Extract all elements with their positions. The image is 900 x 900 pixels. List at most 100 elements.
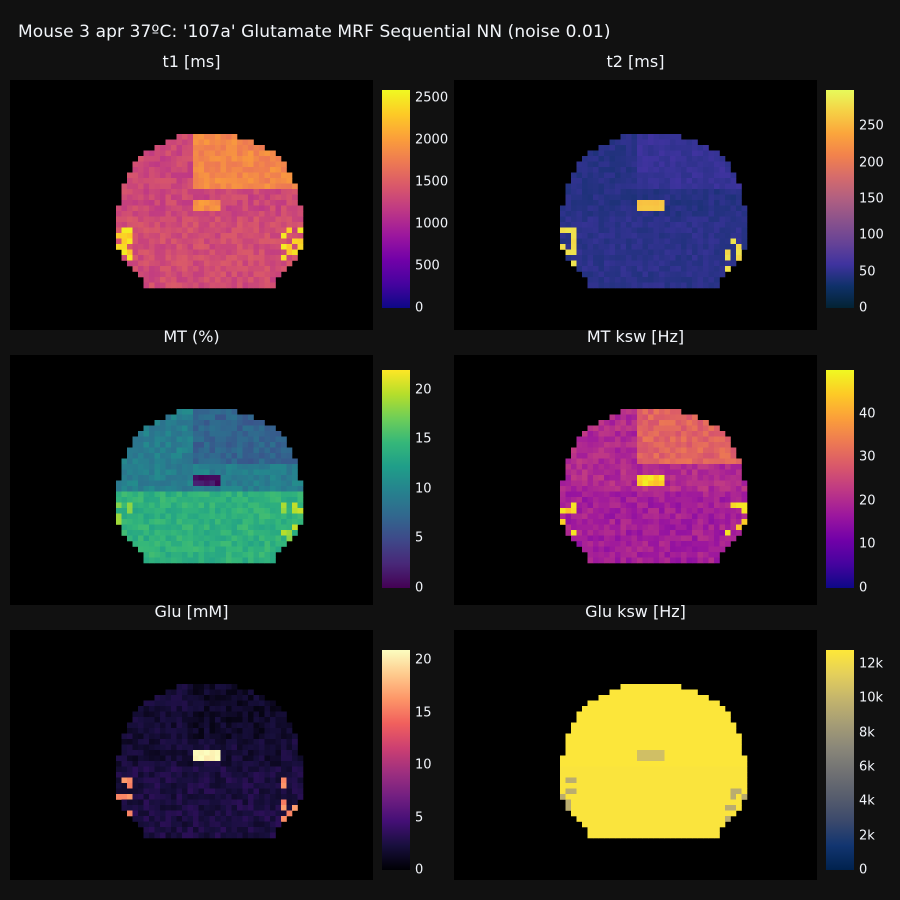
heatmap-cell [264,425,271,432]
heatmap-cell [659,491,665,498]
heatmap-cell [626,156,632,162]
heatmap-cell [604,475,610,481]
heatmap-cell [609,189,616,195]
heatmap-cell [587,486,594,492]
heatmap-cell [609,447,616,454]
heatmap-cell [187,739,194,745]
heatmap-cell [692,794,698,800]
heatmap-cell [187,442,194,448]
heatmap-cell [598,442,605,448]
heatmap-cell [292,238,298,245]
heatmap-cell [593,766,599,773]
heatmap-cell [292,464,298,470]
heatmap-cell [648,414,654,421]
heatmap-cell [736,244,742,250]
heatmap-cell [165,420,172,426]
heatmap-cell [264,491,271,498]
heatmap-cell [604,810,610,817]
heatmap-cell [587,821,594,828]
heatmap-cell [281,524,287,531]
heatmap-cell [226,508,232,514]
heatmap-cell [226,519,232,525]
heatmap-cell [637,832,643,839]
heatmap-cell [719,255,726,261]
heatmap-cell [675,145,682,151]
heatmap-cell [615,821,621,828]
heatmap-cell [165,244,172,250]
heatmap-cell [270,255,276,261]
heatmap-cell [659,282,665,289]
heatmap-cell [281,447,287,454]
heatmap-cell [143,425,150,432]
heatmap-cell [571,216,577,223]
heatmap-cell [708,475,715,481]
heatmap-cell [714,282,720,289]
heatmap-cell [670,156,676,162]
heatmap-cell [154,513,161,520]
heatmap-cell [292,524,298,531]
heatmap-cell [631,816,638,822]
heatmap-cell [719,480,726,487]
heatmap-cell [264,766,271,773]
heatmap-cell [714,744,720,751]
heatmap-cell [615,497,621,503]
heatmap-cell [604,277,610,283]
heatmap-cell [686,178,693,184]
colorbar-tick-label: 0 [415,300,424,316]
heatmap-cell [703,464,709,470]
heatmap-cell [237,524,243,531]
heatmap-cell [604,458,610,465]
heatmap-cell [648,799,654,806]
heatmap-cell [670,425,676,432]
heatmap-cell [264,161,271,168]
heatmap-cell [714,766,720,773]
heatmap-cell [231,761,238,767]
heatmap-cell [187,755,194,762]
heatmap-cell [670,189,676,195]
heatmap-cell [209,282,216,289]
heatmap-cell [703,420,709,426]
heatmap-cell [154,266,161,272]
heatmap-cell [725,200,731,206]
heatmap-cell [736,227,742,234]
heatmap-cell [730,513,737,520]
heatmap-cell [708,541,715,547]
heatmap-cell [582,271,588,278]
heatmap-cell [242,777,249,784]
heatmap-cell [171,733,177,740]
heatmap-cell [270,167,276,173]
heatmap-cell [242,497,249,503]
heatmap-cell [165,238,172,245]
heatmap-cell [198,497,205,503]
heatmap-cell [259,255,265,261]
heatmap-cell [741,233,748,239]
heatmap-cell [719,722,726,729]
heatmap-cell [714,222,720,228]
heatmap-cell [253,794,260,800]
heatmap-cell [154,783,161,789]
heatmap-cell [154,799,161,806]
heatmap-cell [626,480,632,487]
heatmap-cell [259,557,265,564]
heatmap-cell [571,486,577,492]
heatmap-cell [725,178,731,184]
heatmap-cell [198,156,205,162]
heatmap-cell [204,541,210,547]
heatmap-cell [714,167,720,173]
heatmap-cell [576,711,583,718]
heatmap-cell [576,249,583,256]
heatmap-cell [275,211,282,217]
heatmap-cell [270,535,276,542]
heatmap-cell [576,447,583,454]
heatmap-cell [187,172,194,179]
heatmap-cell [215,788,221,795]
heatmap-cell [193,447,199,454]
heatmap-cell [209,172,216,179]
heatmap-cell [154,260,161,267]
heatmap-cell [719,816,726,822]
heatmap-cell [642,458,649,465]
heatmap-cell [165,464,172,470]
heatmap-cell [593,711,599,718]
heatmap-cell [593,222,599,228]
heatmap-cell [686,475,693,481]
